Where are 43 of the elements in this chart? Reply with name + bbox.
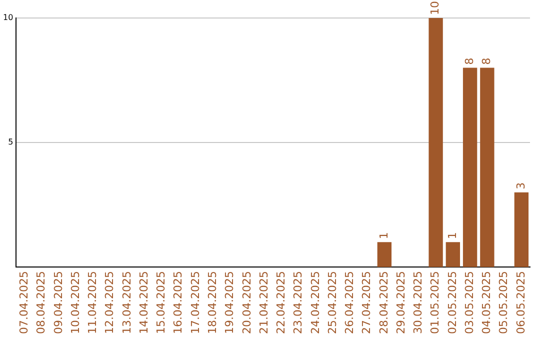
x-tick-label: 16.04.2025 (172, 271, 185, 334)
x-tick-label: 03.05.2025 (462, 271, 476, 334)
bar (428, 18, 443, 268)
x-tick-label: 11.04.2025 (86, 271, 100, 334)
x-tick-label: 24.04.2025 (308, 271, 322, 334)
x-tick-label: 15.04.2025 (154, 271, 168, 334)
bar (514, 192, 529, 268)
bar (462, 68, 478, 268)
x-tick-label: 27.04.2025 (360, 271, 374, 334)
x-tick-label: 12.04.2025 (103, 271, 116, 334)
data-label: 8 (462, 58, 476, 65)
x-tick-label: 08.04.2025 (34, 271, 48, 334)
x-tick-label: 25.04.2025 (326, 271, 339, 334)
x-tick-label: 05.05.2025 (497, 271, 510, 334)
x-tick-label: 20.04.2025 (240, 271, 254, 334)
x-tick-label: 30.04.2025 (412, 271, 425, 334)
x-tick-label: 21.04.2025 (257, 271, 270, 334)
bar (377, 242, 392, 268)
x-tick-label: 26.04.2025 (343, 271, 356, 334)
x-tick-label: 29.04.2025 (394, 271, 408, 334)
x-tick-label: 28.04.2025 (377, 271, 390, 334)
data-label: 10 (428, 1, 442, 15)
bar (480, 68, 494, 268)
data-label: 3 (514, 182, 528, 190)
bar (446, 242, 460, 268)
x-tick-label: 06.05.2025 (514, 271, 528, 334)
y-tick-label: 5 (8, 138, 14, 147)
x-tick-label: 18.04.2025 (206, 271, 220, 334)
x-tick-label: 19.04.2025 (223, 271, 236, 334)
data-label: 1 (377, 232, 390, 240)
data-label: 8 (480, 58, 494, 65)
x-tick-label: 17.04.2025 (188, 271, 202, 334)
x-tick-label: 02.05.2025 (446, 271, 459, 334)
x-tick-label: 23.04.2025 (292, 271, 305, 334)
x-tick-label: 10.04.2025 (68, 271, 82, 334)
x-tick-label: 04.05.2025 (480, 271, 494, 334)
x-tick-label: 22.04.2025 (274, 271, 288, 334)
x-tick-label: 09.04.2025 (52, 271, 65, 334)
x-tick-label: 07.04.2025 (18, 271, 31, 334)
x-tick-label: 14.04.2025 (137, 271, 150, 334)
data-label: 1 (446, 232, 459, 240)
x-tick-label: 01.05.2025 (428, 271, 442, 334)
x-tick-label: 13.04.2025 (120, 271, 134, 334)
